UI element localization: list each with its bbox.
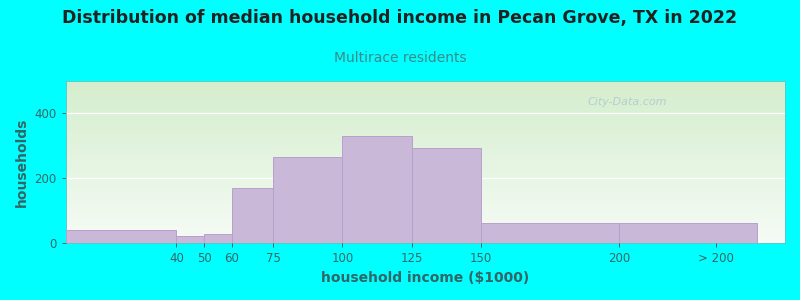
Bar xyxy=(481,223,619,243)
Bar xyxy=(274,157,342,243)
Bar xyxy=(342,136,411,243)
Bar xyxy=(411,148,481,243)
Bar xyxy=(66,230,177,243)
Text: City-Data.com: City-Data.com xyxy=(587,97,666,107)
Text: Distribution of median household income in Pecan Grove, TX in 2022: Distribution of median household income … xyxy=(62,9,738,27)
Bar xyxy=(177,236,204,243)
Bar xyxy=(619,223,758,243)
X-axis label: household income ($1000): household income ($1000) xyxy=(322,271,530,285)
Bar xyxy=(232,188,274,243)
Text: Multirace residents: Multirace residents xyxy=(334,51,466,65)
Y-axis label: households: households xyxy=(15,118,29,207)
Bar xyxy=(204,234,232,243)
